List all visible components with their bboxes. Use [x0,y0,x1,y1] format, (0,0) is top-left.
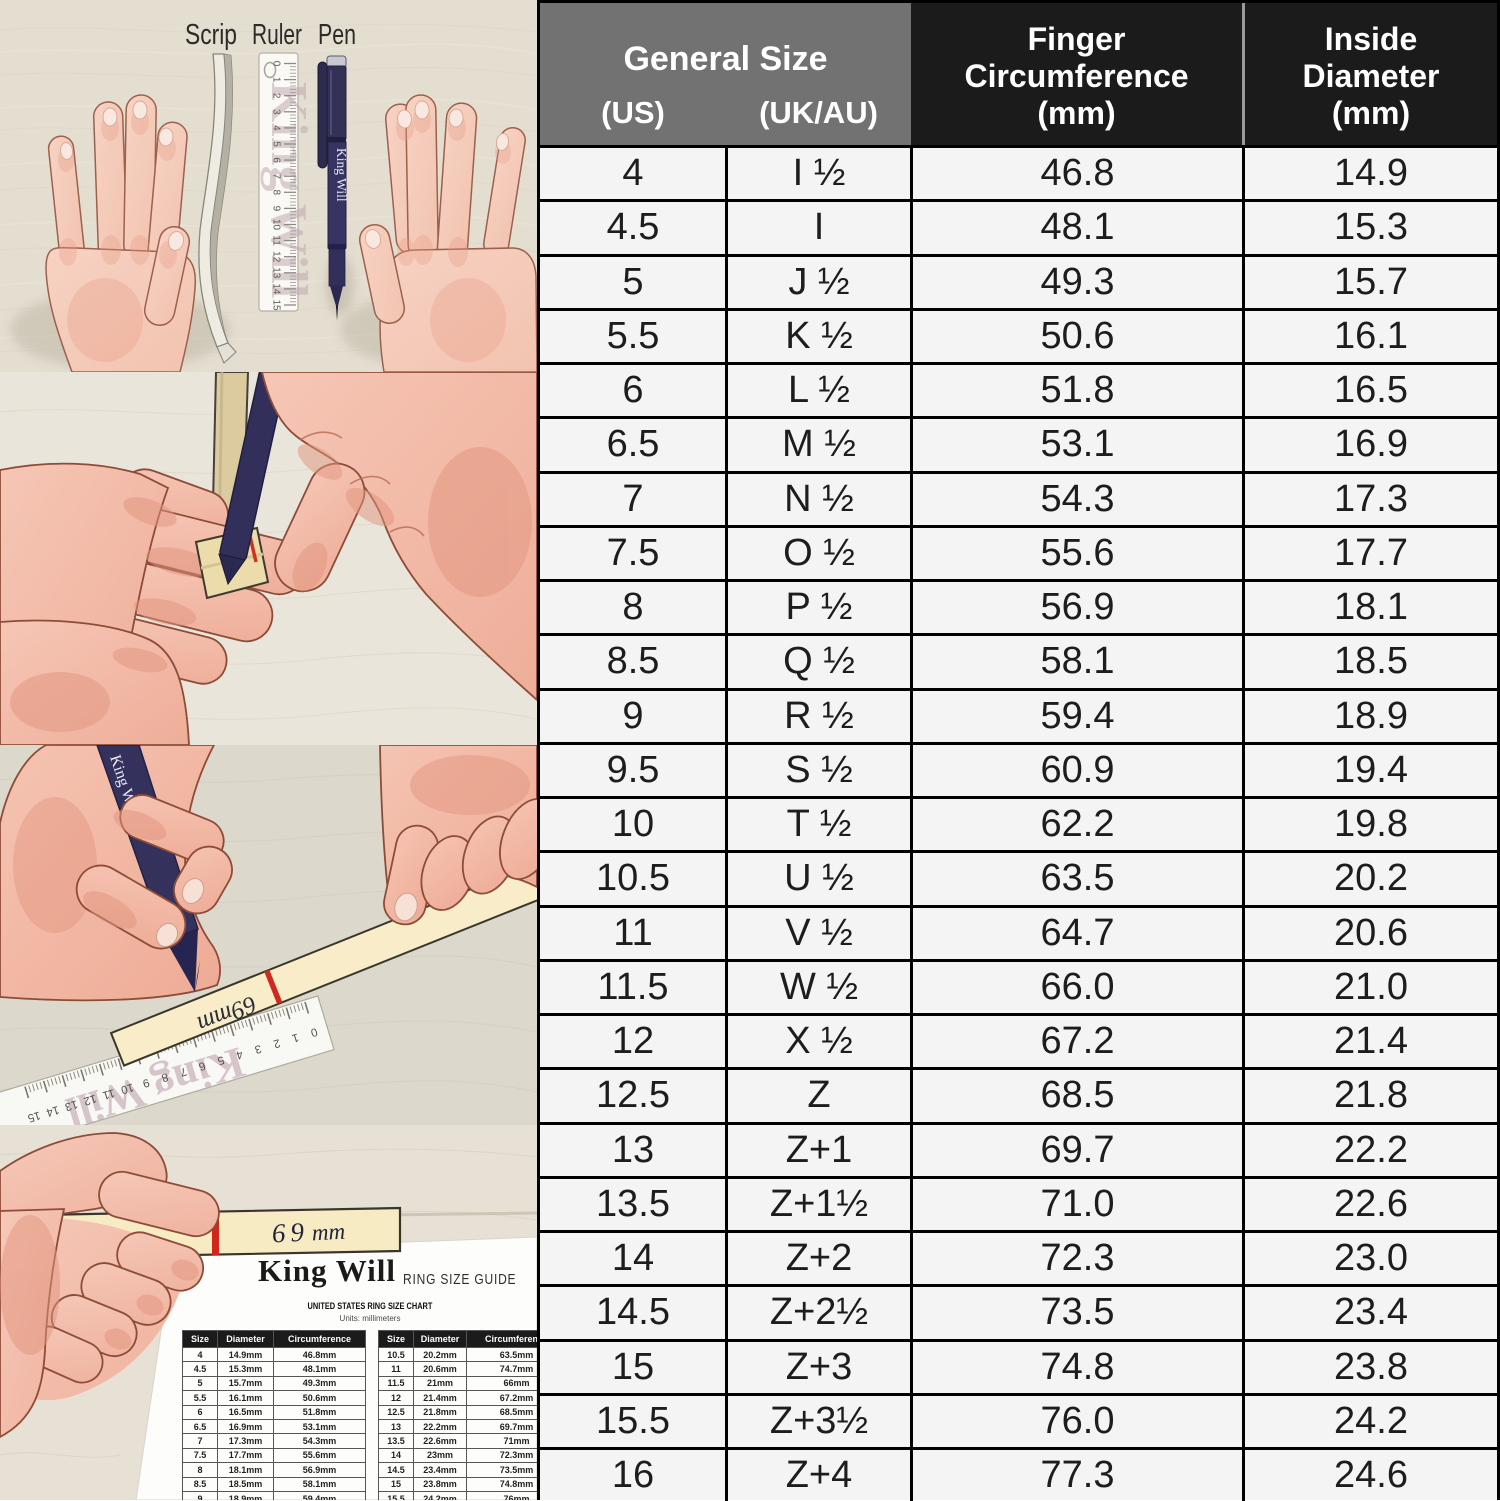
svg-text:10: 10 [271,219,282,231]
svg-text:13: 13 [271,267,282,279]
svg-text:12: 12 [271,251,282,263]
svg-text:14: 14 [271,283,282,295]
svg-text:1: 1 [290,1031,300,1044]
svg-text:Ruler: Ruler [252,19,302,51]
svg-text:15: 15 [271,299,282,311]
svg-text:9: 9 [271,206,282,212]
svg-text:4: 4 [271,125,282,131]
svg-text:King Will: King Will [260,82,317,298]
svg-text:4: 4 [234,1048,244,1062]
svg-text:King Will: King Will [334,148,349,202]
svg-text:12: 12 [82,1092,98,1107]
svg-text:6: 6 [271,157,282,163]
svg-text:5: 5 [216,1053,226,1066]
svg-text:11: 11 [271,235,282,246]
svg-text:7: 7 [178,1064,188,1077]
svg-text:9: 9 [141,1076,151,1089]
svg-text:1: 1 [271,77,282,83]
svg-text:14: 14 [44,1103,60,1118]
svg-text:15: 15 [26,1109,42,1124]
svg-text:0: 0 [309,1025,319,1038]
svg-text:5: 5 [271,141,282,147]
svg-text:Pen: Pen [318,19,356,51]
svg-text:11: 11 [101,1086,116,1101]
svg-text:3: 3 [271,109,282,115]
svg-text:8: 8 [160,1070,170,1083]
svg-text:10: 10 [119,1080,135,1095]
svg-text:0: 0 [271,61,282,67]
svg-text:Scrip: Scrip [185,19,237,51]
svg-text:7: 7 [271,173,282,179]
svg-text:2: 2 [272,1036,282,1049]
svg-text:2: 2 [271,93,282,99]
svg-text:13: 13 [63,1097,79,1112]
svg-text:6: 6 [197,1059,207,1072]
svg-text:3: 3 [253,1042,263,1055]
svg-text:8: 8 [271,190,282,196]
